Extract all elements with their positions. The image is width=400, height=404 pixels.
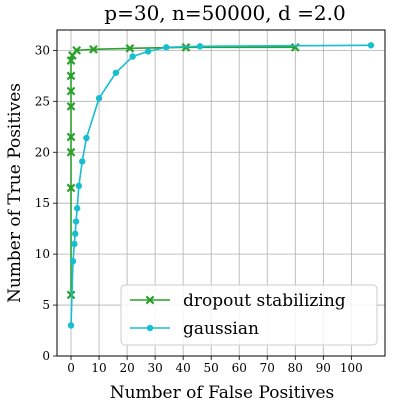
x-tick-label: 70 (260, 361, 275, 375)
x-tick-label: 30 (147, 361, 162, 375)
data-point (72, 230, 79, 237)
tick-layer: 0 10 20 30 40 50 60 70 80 90 100 0 5 10 15 20 25 30 (35, 43, 363, 375)
series-line (70, 46, 296, 295)
data-point (72, 45, 82, 55)
x-tick-label: 100 (340, 361, 363, 375)
data-point (72, 218, 80, 225)
data-point (95, 95, 103, 102)
legend-marker-gaussian (146, 324, 154, 332)
data-point (163, 44, 170, 51)
y-axis-label: Number of True Positives (5, 83, 25, 303)
data-point (83, 134, 90, 142)
data-point (69, 258, 77, 265)
data-point (73, 205, 81, 212)
data-point (66, 102, 76, 111)
data-point (367, 42, 375, 49)
data-point (125, 43, 135, 53)
x-tick-label: 40 (176, 361, 191, 375)
series-1 (67, 42, 375, 329)
legend-marker-symbol (146, 324, 154, 332)
data-point (196, 43, 204, 50)
x-tick-label: 20 (119, 361, 134, 375)
x-tick-label: 10 (91, 361, 106, 375)
data-point (66, 71, 76, 81)
x-tick-label: 0 (67, 361, 75, 375)
data-point (89, 44, 98, 54)
x-tick-label: 50 (204, 361, 219, 375)
data-point (66, 86, 76, 96)
legend-marker-symbol (145, 295, 155, 305)
chart-title: p=30, n=50000, d =2.0 (104, 1, 345, 25)
legend-label-gaussian: gaussian (183, 319, 259, 339)
y-tick-label: 0 (42, 349, 50, 363)
data-point (129, 53, 136, 60)
data-point (112, 69, 120, 76)
data-point (67, 322, 75, 329)
data-point (75, 182, 83, 190)
legend: dropout stabilizing gaussian (120, 284, 378, 346)
series-line (70, 44, 371, 326)
data-point (144, 48, 152, 55)
series-layer (66, 42, 375, 329)
y-tick-label: 15 (35, 196, 50, 210)
x-axis-label: Number of False Positives (110, 383, 335, 400)
y-tick-label: 10 (35, 247, 50, 261)
legend-box (120, 284, 378, 346)
y-tick-label: 20 (35, 145, 50, 159)
data-point (66, 183, 76, 193)
y-tick-label: 5 (42, 298, 50, 312)
x-tick-label: 80 (288, 361, 303, 375)
y-tick-label: 25 (35, 94, 50, 108)
plot-frame (56, 29, 386, 357)
legend-marker-dropout (145, 295, 155, 305)
data-point (71, 240, 78, 248)
data-point (66, 132, 76, 142)
legend-label-dropout: dropout stabilizing (183, 291, 346, 311)
data-point (66, 290, 76, 300)
x-tick-label: 90 (316, 361, 331, 375)
y-tick-label: 30 (35, 43, 50, 57)
data-point (66, 147, 76, 157)
data-point (79, 158, 86, 165)
x-tick-label: 60 (232, 361, 247, 375)
